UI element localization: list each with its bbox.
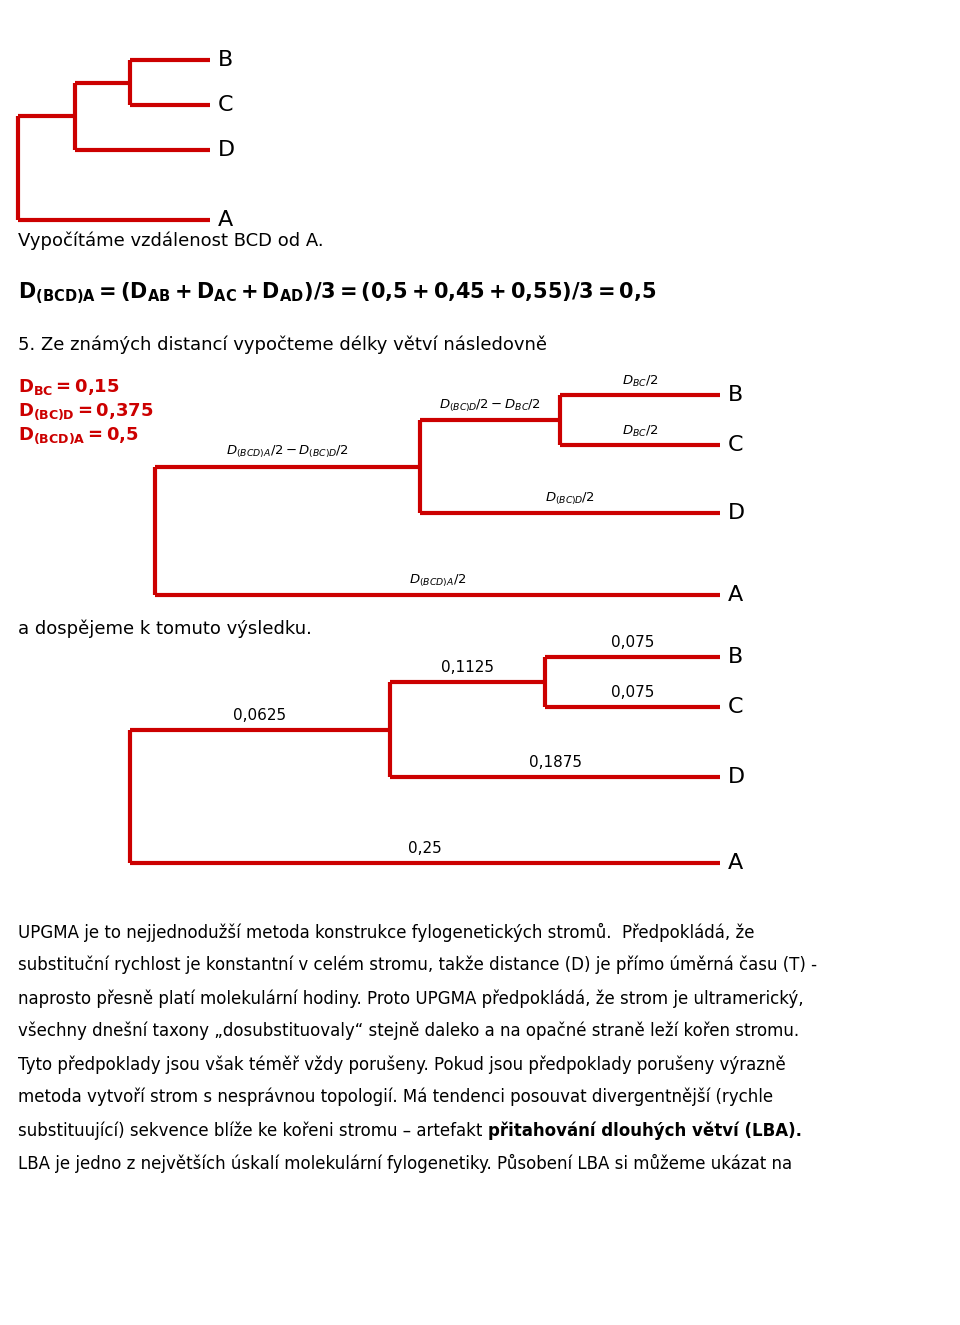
Text: $D_{BC}/2$: $D_{BC}/2$	[622, 374, 659, 390]
Text: A: A	[728, 586, 743, 606]
Text: D: D	[218, 140, 235, 160]
Text: UPGMA je to nejjednodužší metoda konstrukce fylogenetických stromů.  Předpokládá: UPGMA je to nejjednodužší metoda konstru…	[18, 924, 755, 942]
Text: $\mathbf{D_{(BCD)A} = 0{,}5}$: $\mathbf{D_{(BCD)A} = 0{,}5}$	[18, 425, 139, 445]
Text: 0,1125: 0,1125	[441, 660, 494, 674]
Text: a dospějeme k tomuto výsledku.: a dospějeme k tomuto výsledku.	[18, 620, 312, 639]
Text: naprosto přesně platí molekulární hodiny. Proto UPGMA předpokládá, že strom je u: naprosto přesně platí molekulární hodiny…	[18, 988, 804, 1007]
Text: $\mathbf{D_{(BC)D} = 0{,}375}$: $\mathbf{D_{(BC)D} = 0{,}375}$	[18, 401, 154, 421]
Text: C: C	[728, 697, 743, 717]
Text: A: A	[218, 209, 233, 231]
Text: $\mathbf{D_{(BCD)A} = (D_{AB} + D_{AC} + D_{AD})/3 = (0{,}5 + 0{,}45 + 0{,}55)/3: $\mathbf{D_{(BCD)A} = (D_{AB} + D_{AC} +…	[18, 280, 657, 306]
Text: A: A	[728, 853, 743, 873]
Text: B: B	[728, 647, 743, 666]
Text: 0,075: 0,075	[611, 685, 654, 700]
Text: $D_{(BCD)A}/2 - D_{(BC)D}/2$: $D_{(BCD)A}/2 - D_{(BC)D}/2$	[227, 444, 348, 461]
Text: Vypočítáme vzdálenost BCD od A.: Vypočítáme vzdálenost BCD od A.	[18, 232, 324, 250]
Text: substituující) sekvence blíže ke kořeni stromu – artefakt: substituující) sekvence blíže ke kořeni …	[18, 1121, 488, 1140]
Text: přitahování dlouhých větví (LBA).: přitahování dlouhých větví (LBA).	[488, 1121, 802, 1140]
Text: D: D	[728, 504, 745, 523]
Text: substituční rychlost je konstantní v celém stromu, takže distance (D) je přímo ú: substituční rychlost je konstantní v cel…	[18, 957, 817, 974]
Text: C: C	[728, 435, 743, 454]
Text: $D_{BC}/2$: $D_{BC}/2$	[622, 424, 659, 439]
Text: 0,1875: 0,1875	[529, 755, 582, 770]
Text: C: C	[218, 95, 233, 115]
Text: $D_{(BC)D}/2$: $D_{(BC)D}/2$	[545, 490, 595, 507]
Text: 5. Ze známých distancí vypočteme délky větví následovně: 5. Ze známých distancí vypočteme délky v…	[18, 335, 547, 354]
Text: $D_{(BC)D}/2 - D_{BC}/2$: $D_{(BC)D}/2 - D_{BC}/2$	[439, 398, 541, 413]
Text: 0,25: 0,25	[408, 841, 442, 856]
Text: LBA je jedno z největších úskalí molekulární fylogenetiky. Působení LBA si můžem: LBA je jedno z největších úskalí molekul…	[18, 1154, 792, 1173]
Text: B: B	[218, 50, 233, 70]
Text: všechny dnešní taxony „dosubstituovaly“ stejně daleko a na opačné straně leží ko: všechny dnešní taxony „dosubstituovaly“ …	[18, 1022, 799, 1040]
Text: B: B	[728, 386, 743, 405]
Text: Tyto předpoklady jsou však téměř vždy porušeny. Pokud jsou předpoklady porušeny : Tyto předpoklady jsou však téměř vždy po…	[18, 1055, 785, 1073]
Text: 0,075: 0,075	[611, 635, 654, 651]
Text: metoda vytvoří strom s nesprávnou topologií. Má tendenci posouvat divergentnější: metoda vytvoří strom s nesprávnou topolo…	[18, 1088, 773, 1106]
Text: 0,0625: 0,0625	[233, 708, 287, 722]
Text: $D_{(BCD)A}/2$: $D_{(BCD)A}/2$	[409, 572, 467, 590]
Text: $\mathbf{D_{BC} = 0{,}15}$: $\mathbf{D_{BC} = 0{,}15}$	[18, 378, 120, 397]
Text: D: D	[728, 767, 745, 787]
